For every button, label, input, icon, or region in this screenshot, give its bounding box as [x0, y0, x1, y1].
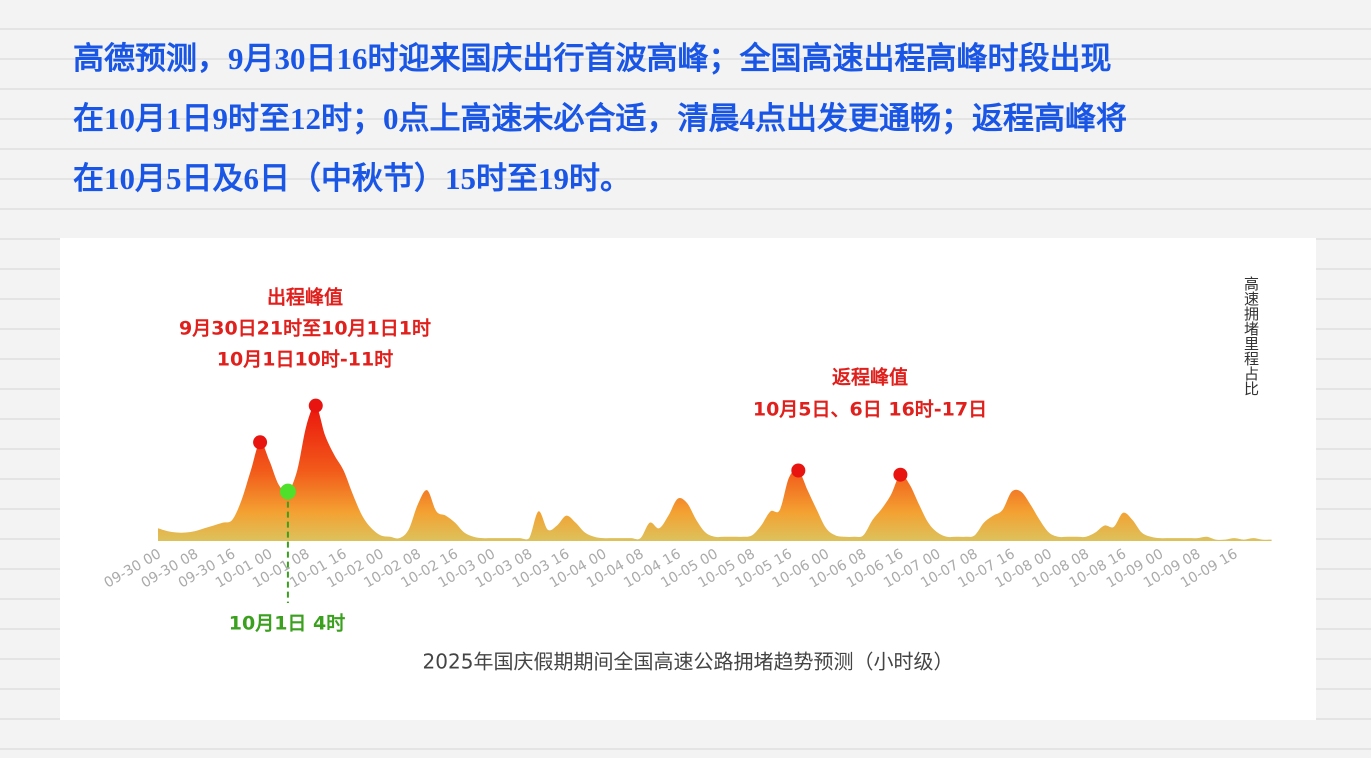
headline: 在10月1日9时至12时；0点上高速未必合适，清晨4点出发更通畅；返程高峰将: [73, 101, 1127, 136]
area: [158, 405, 1272, 541]
annotation-title: 出程峰值: [267, 286, 343, 309]
marker: [253, 435, 268, 450]
marker: [791, 463, 806, 478]
annotation-title: 返程峰值: [832, 366, 908, 389]
y-axis-label: 高速拥堵里程占比: [1242, 276, 1260, 396]
annotation: 10月1日10时-11时: [217, 349, 393, 371]
headline: 高德预测，9月30日16时迎来国庆出行首波高峰；全国高速出程高峰时段出现: [73, 41, 1112, 76]
annotation: 10月5日、6日 16时-17日: [753, 399, 987, 421]
marker: [308, 398, 323, 413]
headline: 在10月5日及6日（中秋节）15时至19时。: [73, 161, 631, 196]
marker: [893, 467, 908, 482]
marker: [279, 483, 296, 500]
annotation: 9月30日21时至10月1日1时: [179, 318, 431, 340]
annotation: 10月1日 4时: [229, 613, 346, 635]
chart-title: 2025年国庆假期期间全国高速公路拥堵趋势预测（小时级）: [423, 650, 954, 674]
